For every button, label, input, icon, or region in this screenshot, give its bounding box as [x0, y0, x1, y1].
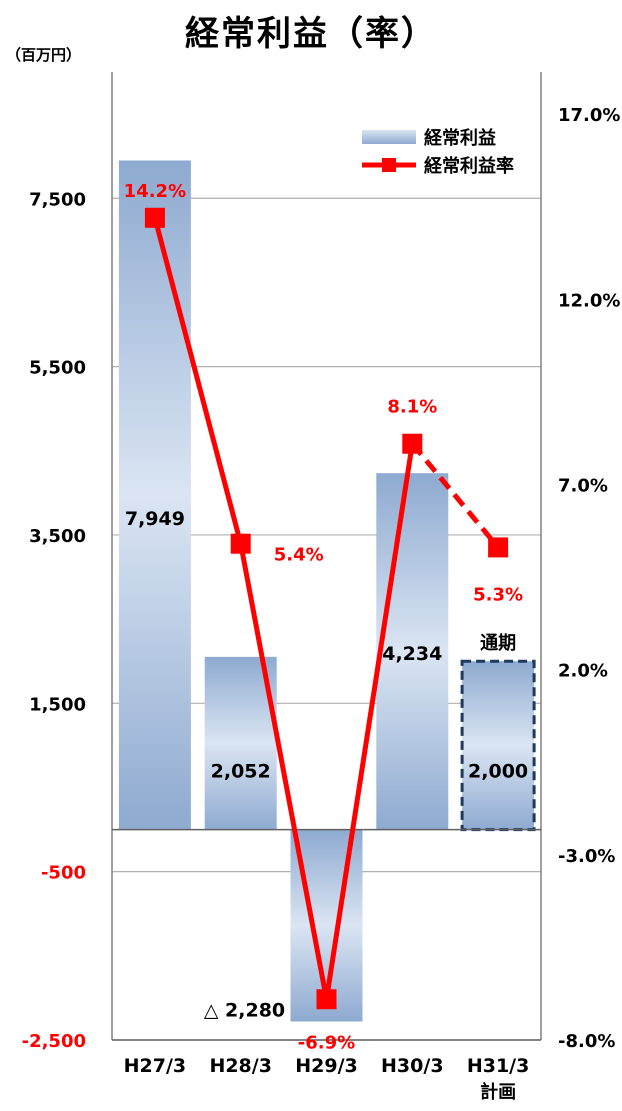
bar-value-label: 2,052	[211, 761, 271, 783]
legend-line-label: 経常利益率	[424, 155, 514, 177]
x-tick-label: H29/3	[295, 1055, 358, 1077]
data-labels: 7,949 2,052 △ 2,280 4,234 2,000 通期 14.2% 5.4% -6…	[124, 181, 528, 1053]
y-right-tick-label: 12.0%	[558, 290, 620, 311]
rate-value-label: 8.1%	[387, 397, 437, 418]
y-left-tick-label: -2,500	[22, 1031, 86, 1052]
x-tick-label: H28/3	[209, 1055, 272, 1077]
rate-value-label: 5.3%	[473, 584, 523, 605]
x-tick-label: H27/3	[124, 1055, 187, 1077]
bar-value-label: 7,949	[125, 508, 185, 530]
bar	[118, 160, 191, 830]
bar	[376, 473, 449, 830]
rate-value-label: 14.2%	[124, 181, 186, 202]
rate-value-label: -6.9%	[298, 1032, 355, 1053]
y-right-tick-label: -8.0%	[558, 1031, 615, 1052]
planned-tag: 通期	[480, 633, 516, 654]
chart-title: 経常利益（率）	[185, 14, 437, 54]
y-right-tick-label: 2.0%	[558, 661, 608, 682]
rate-marker	[488, 537, 509, 558]
rate-marker	[316, 989, 337, 1010]
y-left-tick-label: -500	[41, 863, 86, 884]
legend-line-marker	[382, 158, 396, 172]
y-right-tick-label: 7.0%	[558, 475, 608, 496]
unit-label: （百万円）	[6, 46, 82, 64]
legend-bar-label: 経常利益	[424, 127, 496, 149]
y-left-tick-label: 1,500	[29, 694, 86, 715]
bar-value-label: 4,234	[382, 643, 442, 665]
rate-value-label: 5.4%	[274, 545, 324, 566]
y-left-tick-label: 5,500	[29, 358, 86, 379]
bar-value-label: △ 2,280	[204, 999, 285, 1021]
legend-bar-swatch	[362, 130, 416, 144]
rate-marker	[402, 433, 423, 454]
bar-value-label: 2,000	[468, 761, 528, 783]
bar-planned	[460, 659, 536, 832]
rate-marker	[230, 533, 251, 554]
x-tick-sublabel: 計画	[480, 1081, 516, 1103]
rate-line-solid	[152, 217, 415, 1002]
bar	[204, 656, 277, 830]
y-right-tick-label: -3.0%	[558, 846, 615, 867]
rate-marker	[144, 207, 165, 228]
bars	[118, 160, 536, 1022]
rate-line	[144, 207, 509, 1010]
y-left-tick-label: 3,500	[29, 526, 86, 547]
rate-line-dashed	[410, 442, 501, 550]
x-tick-label: H30/3	[381, 1055, 444, 1077]
axes: 7,500 5,500 3,500 1,500 -500 -2,500 17.0% 12.0%…	[22, 72, 620, 1103]
x-tick-label: H31/3	[467, 1055, 530, 1077]
y-left-tick-label: 7,500	[29, 189, 86, 210]
y-right-tick-label: 17.0%	[558, 105, 620, 126]
